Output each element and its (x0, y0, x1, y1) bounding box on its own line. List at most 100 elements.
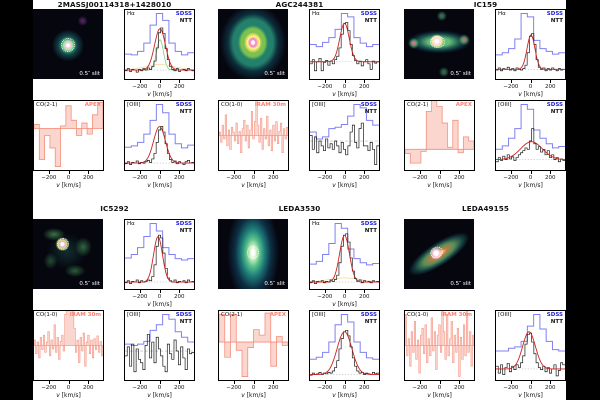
legend-sdss: SDSS (546, 11, 563, 17)
x-tick (179, 290, 181, 293)
x-tick-label: 0 (157, 174, 162, 181)
x-tick (344, 381, 346, 384)
oiii-panel: [OIII] SDSS NTT −200 0 200 v [km/s] (309, 310, 380, 399)
x-tick-label: 0 (528, 83, 533, 90)
galaxy-block-2mass: 2MASSJ00114318+1428010 0.5″ slit Hα SDSS… (33, 0, 196, 197)
line-label: CO(2-1) (221, 312, 243, 318)
x-tick-label: −200 (412, 174, 428, 181)
oiii-panel: [OIII] SDSS NTT −200 0 200 v [km/s] (495, 310, 566, 399)
galaxy-title: IC159 (473, 0, 498, 9)
legend-sdss: SDSS (175, 312, 192, 318)
galaxy-title: LEDA49155 (462, 204, 509, 213)
spectrum-plot (125, 103, 194, 165)
x-tick-label: −200 (132, 293, 148, 300)
oiii-panel: [OIII] SDSS NTT −200 0 200 v [km/s] (124, 310, 195, 399)
oiii-panel: [OIII] SDSS NTT −200 0 200 v [km/s] (309, 100, 380, 189)
x-tick-label: 200 (544, 83, 556, 90)
x-tick (273, 381, 275, 384)
spectrum-plot (310, 313, 379, 376)
x-axis-label: v [km/s] (518, 90, 543, 98)
x-tick (159, 381, 161, 384)
x-tick-label: −200 (132, 174, 148, 181)
co-panel: CO(2-1) APEX −200 0 200 v [km/s] (404, 100, 475, 189)
oiii-panel: [OIII] SDSS NTT −200 0 200 v [km/s] (495, 100, 566, 189)
oiii-panel: [OIII] SDSS NTT −200 0 200 v [km/s] (124, 100, 195, 189)
x-tick (419, 171, 421, 174)
x-tick-label: 200 (358, 174, 370, 181)
slit-aperture-circle (61, 38, 75, 52)
x-tick (139, 171, 141, 174)
galaxy-title: IC5292 (100, 204, 129, 213)
x-tick-label: −200 (41, 384, 57, 391)
galaxy-image: 0.5″ slit (33, 9, 103, 79)
line-label: CO(1-0) (407, 312, 429, 318)
legend-sdss: SDSS (360, 11, 377, 17)
spectrum-plot (310, 222, 379, 284)
line-label: Hα (127, 221, 135, 227)
x-tick (179, 381, 181, 384)
x-tick (364, 171, 366, 174)
x-tick-label: −200 (317, 293, 333, 300)
line-label: [OIII] (498, 102, 512, 108)
x-axis-label: v [km/s] (427, 181, 452, 189)
x-tick-label: −200 (503, 83, 519, 90)
legend-ntt: NTT (550, 318, 563, 325)
spectrum-plot (125, 313, 194, 373)
x-axis-label: v [km/s] (147, 90, 172, 98)
co-panel: CO(1-0) IRAM 30m −200 0 200 v [km/s] (33, 310, 104, 399)
telescope-label: APEX (455, 102, 472, 108)
halpha-panel: Hα SDSS NTT −200 0 200 v [km/s] (309, 219, 380, 308)
x-tick-label: −200 (503, 384, 519, 391)
x-axis-label: v [km/s] (147, 391, 172, 399)
co-panel: CO(2-1) APEX −200 0 200 v [km/s] (33, 100, 104, 189)
x-tick (324, 171, 326, 174)
x-tick (364, 80, 366, 83)
x-tick (439, 381, 441, 384)
x-tick-label: −200 (132, 384, 148, 391)
co-panel: CO(1-0) IRAM 30m −200 0 200 v [km/s] (218, 100, 289, 189)
x-tick-label: 0 (157, 293, 162, 300)
x-tick (439, 171, 441, 174)
legend-ntt: NTT (364, 227, 377, 234)
x-axis-label: v [km/s] (56, 391, 81, 399)
x-tick-label: 0 (437, 174, 442, 181)
figure-canvas: 2MASSJ00114318+1428010 0.5″ slit Hα SDSS… (33, 0, 566, 400)
x-tick-label: 0 (342, 83, 347, 90)
line-label: [OIII] (127, 312, 141, 318)
spectrum-plot (34, 101, 103, 167)
x-tick (364, 290, 366, 293)
slit-label: 0.5″ slit (450, 71, 471, 77)
galaxy-title: LEDA3530 (278, 204, 321, 213)
telescope-label: APEX (269, 312, 286, 318)
x-tick (273, 171, 275, 174)
x-tick-label: 200 (173, 83, 185, 90)
x-tick-label: 0 (157, 384, 162, 391)
legend-ntt: NTT (364, 108, 377, 115)
x-tick-label: 0 (437, 384, 442, 391)
x-tick-label: 0 (66, 174, 71, 181)
line-label: Hα (312, 11, 320, 17)
telescope-label: IRAM 30m (440, 312, 472, 318)
x-tick-label: −200 (317, 384, 333, 391)
x-tick (459, 381, 461, 384)
x-axis-label: v [km/s] (518, 391, 543, 399)
galaxy-block-leda3530: LEDA3530 0.5″ slit Hα SDSS NTT −200 0 200 v… (218, 203, 381, 400)
x-axis-label: v [km/s] (56, 181, 81, 189)
spectrum-plot (496, 103, 565, 163)
legend-ntt: NTT (179, 108, 192, 115)
legend-sdss: SDSS (546, 312, 563, 318)
x-tick (530, 171, 532, 174)
spectrum-plot (496, 12, 565, 72)
legend-sdss: SDSS (175, 102, 192, 108)
galaxy-glow (33, 219, 103, 289)
x-tick (324, 381, 326, 384)
line-label: [OIII] (312, 102, 326, 108)
x-tick-label: 200 (358, 83, 370, 90)
x-tick (550, 171, 552, 174)
x-tick (550, 381, 552, 384)
x-tick-label: 200 (544, 174, 556, 181)
legend-ntt: NTT (550, 17, 563, 24)
x-tick-label: 200 (544, 384, 556, 391)
slit-label: 0.5″ slit (264, 281, 285, 287)
